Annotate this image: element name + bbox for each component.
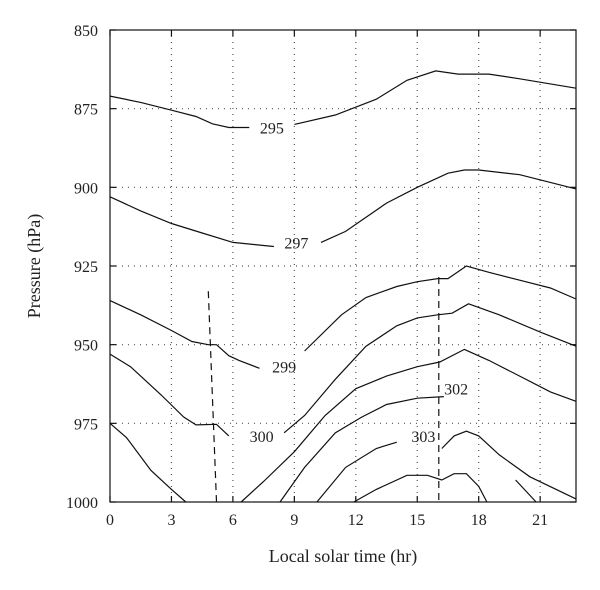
contour-line-303 <box>316 441 397 503</box>
x-tick-label: 21 <box>532 512 548 529</box>
y-tick-label: 875 <box>74 102 98 119</box>
contour-line-295 <box>109 95 250 129</box>
contour-label-303: 303 <box>411 429 435 446</box>
contour-line-299 <box>304 265 577 352</box>
contour-line-unlabeled <box>515 479 537 503</box>
contour-line-unlabeled <box>353 473 488 503</box>
y-tick-label: 900 <box>74 180 98 197</box>
axis-ticks: 0 3 6 9 12 15 18 21 850 875 900 925 950 975 1000 <box>66 23 576 529</box>
contour-label-297: 297 <box>284 235 308 252</box>
contour-lines <box>109 70 577 503</box>
contour-label-299: 299 <box>272 360 296 377</box>
contour-labels: 295 297 299 300 302 303 <box>250 121 469 446</box>
contour-line-300 <box>283 303 577 434</box>
x-tick-label: 6 <box>229 512 237 529</box>
grid-lines <box>110 30 576 502</box>
y-tick-label: 950 <box>74 338 98 355</box>
x-tick-label: 18 <box>471 512 487 529</box>
contour-line-297 <box>109 196 274 248</box>
dashed-markers <box>207 277 440 503</box>
y-tick-label: 975 <box>74 416 98 433</box>
contour-line-297 <box>320 169 577 243</box>
contour-line-299 <box>109 300 260 369</box>
contour-label-302: 302 <box>444 382 468 399</box>
x-axis-title: Local solar time (hr) <box>269 546 417 567</box>
contour-line-302 <box>109 422 187 503</box>
y-tick-label: 925 <box>74 259 98 276</box>
contour-line-300 <box>109 353 230 437</box>
y-tick-label: 850 <box>74 23 98 40</box>
x-tick-label: 9 <box>290 512 298 529</box>
contour-label-300: 300 <box>250 429 274 446</box>
x-tick-label: 0 <box>106 512 114 529</box>
contour-line-295 <box>294 70 577 125</box>
contour-line-303 <box>279 396 444 503</box>
y-axis-title: Pressure (hPa) <box>24 214 45 318</box>
contour-label-295: 295 <box>260 121 284 138</box>
y-tick-label: 1000 <box>66 495 98 512</box>
contour-line-303 <box>441 430 577 500</box>
dashed-line <box>207 291 218 503</box>
x-tick-label: 12 <box>348 512 364 529</box>
x-tick-label: 15 <box>409 512 425 529</box>
x-tick-label: 3 <box>167 512 175 529</box>
contour-line-302 <box>240 348 577 503</box>
